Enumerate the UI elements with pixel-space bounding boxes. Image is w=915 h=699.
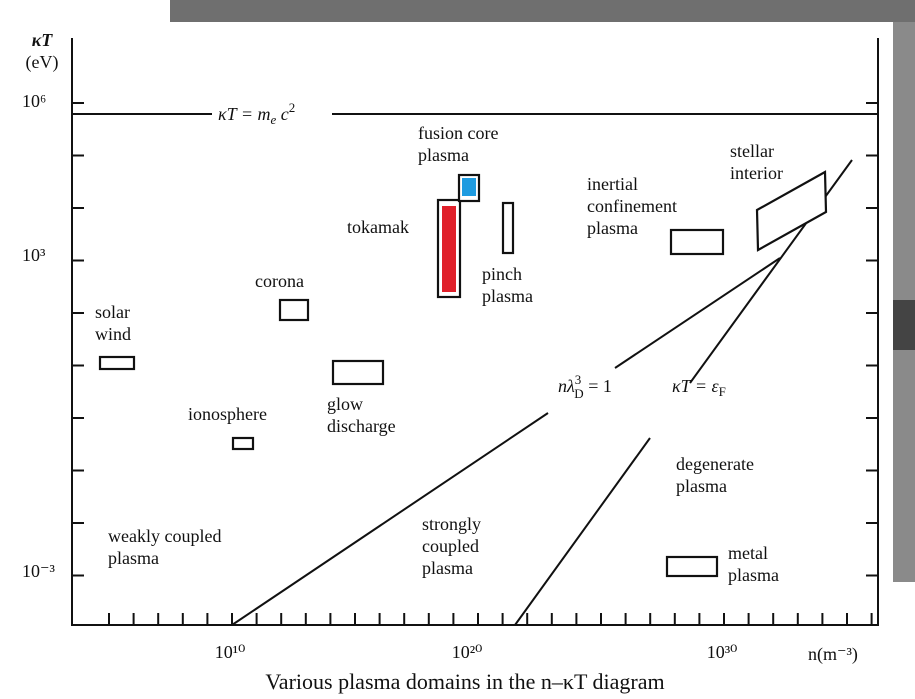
region-label: confinement <box>587 196 677 216</box>
stellar-interior-box <box>755 170 828 252</box>
fermi-label: κT = εF <box>672 376 726 399</box>
y-tick-label: 10⁻³ <box>22 561 56 581</box>
region-label: metal <box>728 543 768 563</box>
fusion-core-fill <box>462 178 476 196</box>
y-axis-label: κT <box>32 30 54 50</box>
axes-frame <box>71 38 879 626</box>
solar-wind-box <box>98 355 136 371</box>
region-label: plasma <box>482 286 533 306</box>
background-strip <box>893 300 915 350</box>
eq-part: nλ <box>558 376 575 396</box>
region-label: ionosphere <box>188 404 267 424</box>
region-label: inertial <box>587 174 638 194</box>
region-label: solar <box>95 302 130 322</box>
region-label: coupled <box>422 536 479 556</box>
debye-line <box>231 257 781 626</box>
eq-part: κT = ε <box>672 376 719 396</box>
eq-sub: D <box>574 386 583 401</box>
ionosphere-box <box>231 436 255 451</box>
caption: Various plasma domains in the n–κT diagr… <box>265 669 664 694</box>
eq-sup: 2 <box>289 100 296 115</box>
eq-sub: F <box>719 384 726 399</box>
x-tick-label: 10³⁰ <box>707 642 738 662</box>
region-label: fusion core <box>418 123 498 143</box>
region-label: wind <box>95 324 131 344</box>
region-label: discharge <box>327 416 396 436</box>
eq-sub: e <box>270 112 276 127</box>
y-axis-unit: (eV) <box>26 52 59 73</box>
region-label: degenerate <box>676 454 754 474</box>
y-tick-label: 10⁶ <box>22 91 46 111</box>
region-label: glow <box>327 394 363 414</box>
eq-part: c <box>276 104 289 124</box>
region-label: stellar <box>730 141 774 161</box>
region-label: plasma <box>422 558 473 578</box>
metal-plasma-box <box>665 555 719 578</box>
region-label: tokamak <box>347 217 409 237</box>
region-label: strongly <box>422 514 481 534</box>
ticks: 10⁶ 10³ 10⁻³ 10¹⁰ 10²⁰ 10³⁰ <box>22 91 878 662</box>
rest-mass-label: κT = me c2 <box>218 100 295 127</box>
glow-discharge-box <box>331 359 385 386</box>
region-label: plasma <box>728 565 779 585</box>
background-strip <box>170 0 915 22</box>
eq-sup: 3 <box>575 372 582 387</box>
x-tick-label: 10¹⁰ <box>215 642 246 662</box>
region-label: interior <box>730 163 783 183</box>
region-label: plasma <box>418 145 469 165</box>
x-tick-label: 10²⁰ <box>452 642 483 662</box>
tokamak-fill <box>442 206 456 292</box>
corona-box <box>278 298 310 322</box>
eq-part: = 1 <box>584 376 612 396</box>
region-label: plasma <box>108 548 159 568</box>
eq-part: κT = m <box>218 104 270 124</box>
pinch-box <box>501 201 515 255</box>
debye-label: nλ3 D = 1 <box>558 372 612 401</box>
x-axis-label: n(m⁻³) <box>808 644 858 665</box>
region-label: pinch <box>482 264 522 284</box>
y-tick-label: 10³ <box>22 245 46 265</box>
region-label: corona <box>255 271 304 291</box>
region-label: plasma <box>587 218 638 238</box>
region-label: plasma <box>676 476 727 496</box>
inertial-box <box>669 228 725 256</box>
region-label: weakly coupled <box>108 526 221 546</box>
